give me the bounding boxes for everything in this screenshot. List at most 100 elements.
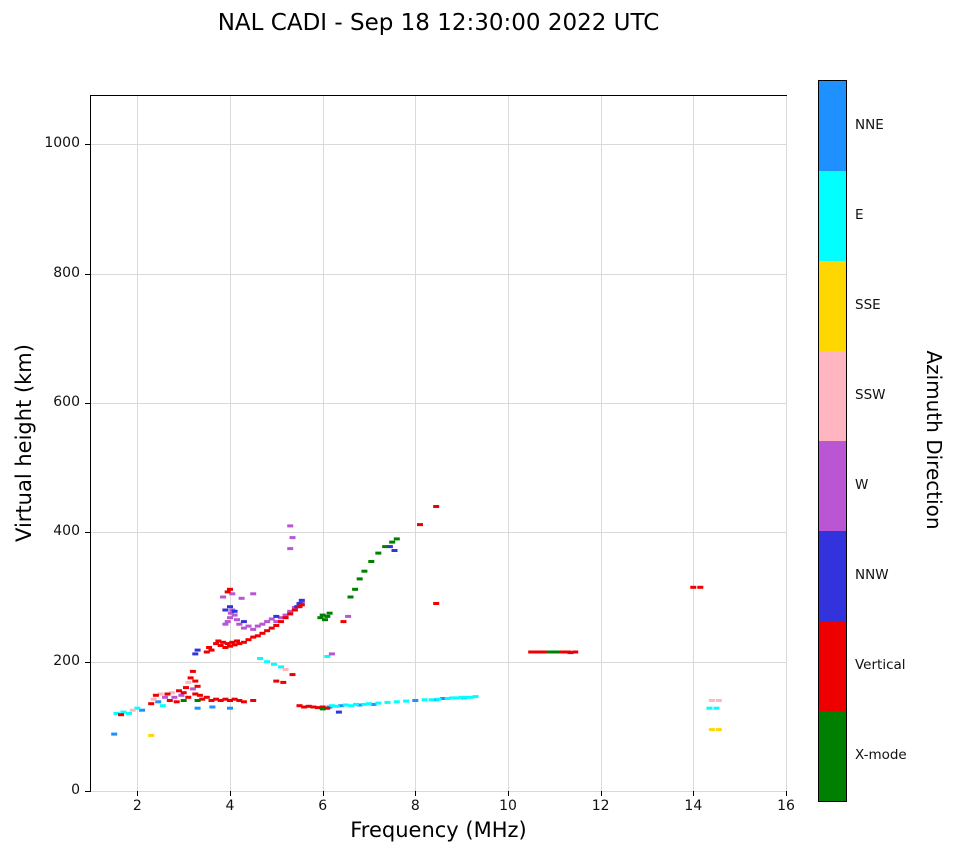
data-point-Vertical bbox=[296, 704, 303, 708]
data-point-E bbox=[324, 655, 331, 658]
data-point-E bbox=[257, 657, 264, 660]
colorbar-label-Vertical: Vertical bbox=[855, 657, 906, 673]
y-tick-label: 200 bbox=[53, 652, 80, 669]
data-point-E bbox=[458, 695, 465, 699]
data-point-NNW bbox=[222, 608, 229, 612]
data-point-SSW bbox=[282, 668, 289, 671]
data-point-X-mode bbox=[361, 569, 368, 573]
data-point-NNW bbox=[194, 648, 201, 652]
data-point-W bbox=[231, 613, 238, 617]
data-point-E bbox=[353, 702, 359, 706]
data-point-Vertical bbox=[192, 692, 199, 696]
data-point-NNE bbox=[338, 704, 345, 708]
gridline bbox=[322, 96, 324, 791]
data-point-Vertical bbox=[273, 624, 280, 627]
data-point-X-mode bbox=[352, 587, 359, 591]
data-point-W bbox=[345, 614, 352, 618]
data-point-NNE bbox=[370, 702, 377, 706]
data-point-Vertical bbox=[282, 616, 289, 620]
data-point-Vertical bbox=[273, 679, 280, 683]
gridline bbox=[91, 273, 786, 275]
data-point-E bbox=[120, 710, 127, 714]
data-point-Vertical bbox=[280, 680, 287, 684]
data-point-W bbox=[278, 616, 284, 620]
data-point-E bbox=[472, 695, 479, 699]
colorbar-title: Azimuth Direction bbox=[922, 350, 946, 530]
gridline bbox=[91, 791, 786, 792]
colorbar-label-W: W bbox=[855, 477, 869, 493]
colorbar bbox=[818, 80, 847, 802]
data-point-X-mode bbox=[180, 699, 187, 702]
data-point-E bbox=[467, 695, 474, 699]
data-point-NNW bbox=[391, 549, 398, 552]
data-point-NNE bbox=[155, 700, 162, 704]
data-point-E bbox=[342, 703, 349, 707]
data-point-X-mode bbox=[393, 537, 400, 541]
data-point-NNE bbox=[412, 699, 419, 702]
scatter-points bbox=[111, 505, 722, 737]
data-point-NNW bbox=[386, 545, 393, 549]
data-point-W bbox=[240, 626, 247, 630]
data-point-X-mode bbox=[368, 560, 375, 563]
data-point-W bbox=[259, 622, 266, 626]
data-point-Vertical bbox=[166, 699, 173, 702]
data-point-X-mode bbox=[319, 613, 326, 617]
colorbar-label-NNE: NNE bbox=[855, 117, 884, 133]
data-point-SSE bbox=[715, 728, 722, 732]
data-point-Vertical bbox=[208, 699, 215, 702]
data-point-Vertical bbox=[298, 603, 305, 607]
y-tick-label: 400 bbox=[53, 523, 80, 540]
data-point-E bbox=[348, 704, 355, 708]
data-point-Vertical bbox=[224, 642, 231, 646]
x-tick-label: 8 bbox=[410, 798, 420, 814]
colorbar-segment-E bbox=[819, 171, 846, 261]
data-point-X-mode bbox=[356, 577, 363, 581]
data-point-SSW bbox=[129, 708, 136, 712]
colorbar-segment-X-mode bbox=[819, 711, 846, 801]
data-point-NNE bbox=[194, 706, 201, 710]
data-point-Vertical bbox=[183, 686, 189, 690]
y-tick-label: 600 bbox=[53, 394, 80, 411]
data-point-W bbox=[250, 627, 257, 631]
data-point-E bbox=[384, 700, 391, 704]
data-point-E bbox=[113, 711, 120, 715]
data-point-X-mode bbox=[389, 540, 396, 544]
gridline bbox=[415, 96, 417, 791]
gridline bbox=[786, 96, 787, 791]
data-point-Vertical bbox=[259, 631, 266, 635]
data-point-X-mode bbox=[317, 616, 324, 620]
data-point-E bbox=[428, 698, 435, 702]
data-point-Vertical bbox=[173, 700, 180, 704]
data-point-Vertical bbox=[340, 620, 347, 624]
data-point-E bbox=[713, 706, 720, 710]
data-point-Vertical bbox=[187, 676, 194, 680]
plot-area bbox=[90, 95, 787, 792]
gridline bbox=[137, 96, 139, 791]
data-point-Vertical bbox=[203, 695, 210, 699]
colorbar-segment-NNW bbox=[819, 531, 846, 621]
data-point-Vertical bbox=[296, 605, 303, 609]
data-point-E bbox=[393, 700, 400, 704]
data-point-X-mode bbox=[322, 618, 328, 622]
x-tick-label: 2 bbox=[132, 798, 142, 814]
gridline bbox=[91, 532, 786, 534]
data-point-W bbox=[227, 616, 233, 620]
chart-title: NAL CADI - Sep 18 12:30:00 2022 UTC bbox=[217, 10, 660, 36]
data-point-Vertical bbox=[289, 673, 296, 677]
data-point-E bbox=[706, 706, 713, 710]
data-point-NNW bbox=[298, 598, 305, 602]
data-point-Vertical bbox=[250, 699, 257, 702]
x-tick-label: 12 bbox=[591, 798, 610, 814]
data-point-X-mode bbox=[194, 699, 201, 702]
y-tick-label: 1000 bbox=[44, 135, 80, 152]
data-point-E bbox=[403, 699, 410, 703]
data-point-Vertical bbox=[301, 705, 308, 709]
data-point-Vertical bbox=[224, 590, 231, 594]
data-point-E bbox=[421, 698, 428, 702]
data-point-SSW bbox=[157, 692, 164, 696]
data-point-W bbox=[227, 611, 234, 615]
data-point-Vertical bbox=[227, 587, 233, 591]
data-point-E bbox=[463, 695, 470, 699]
y-tick-label: 800 bbox=[53, 264, 80, 281]
